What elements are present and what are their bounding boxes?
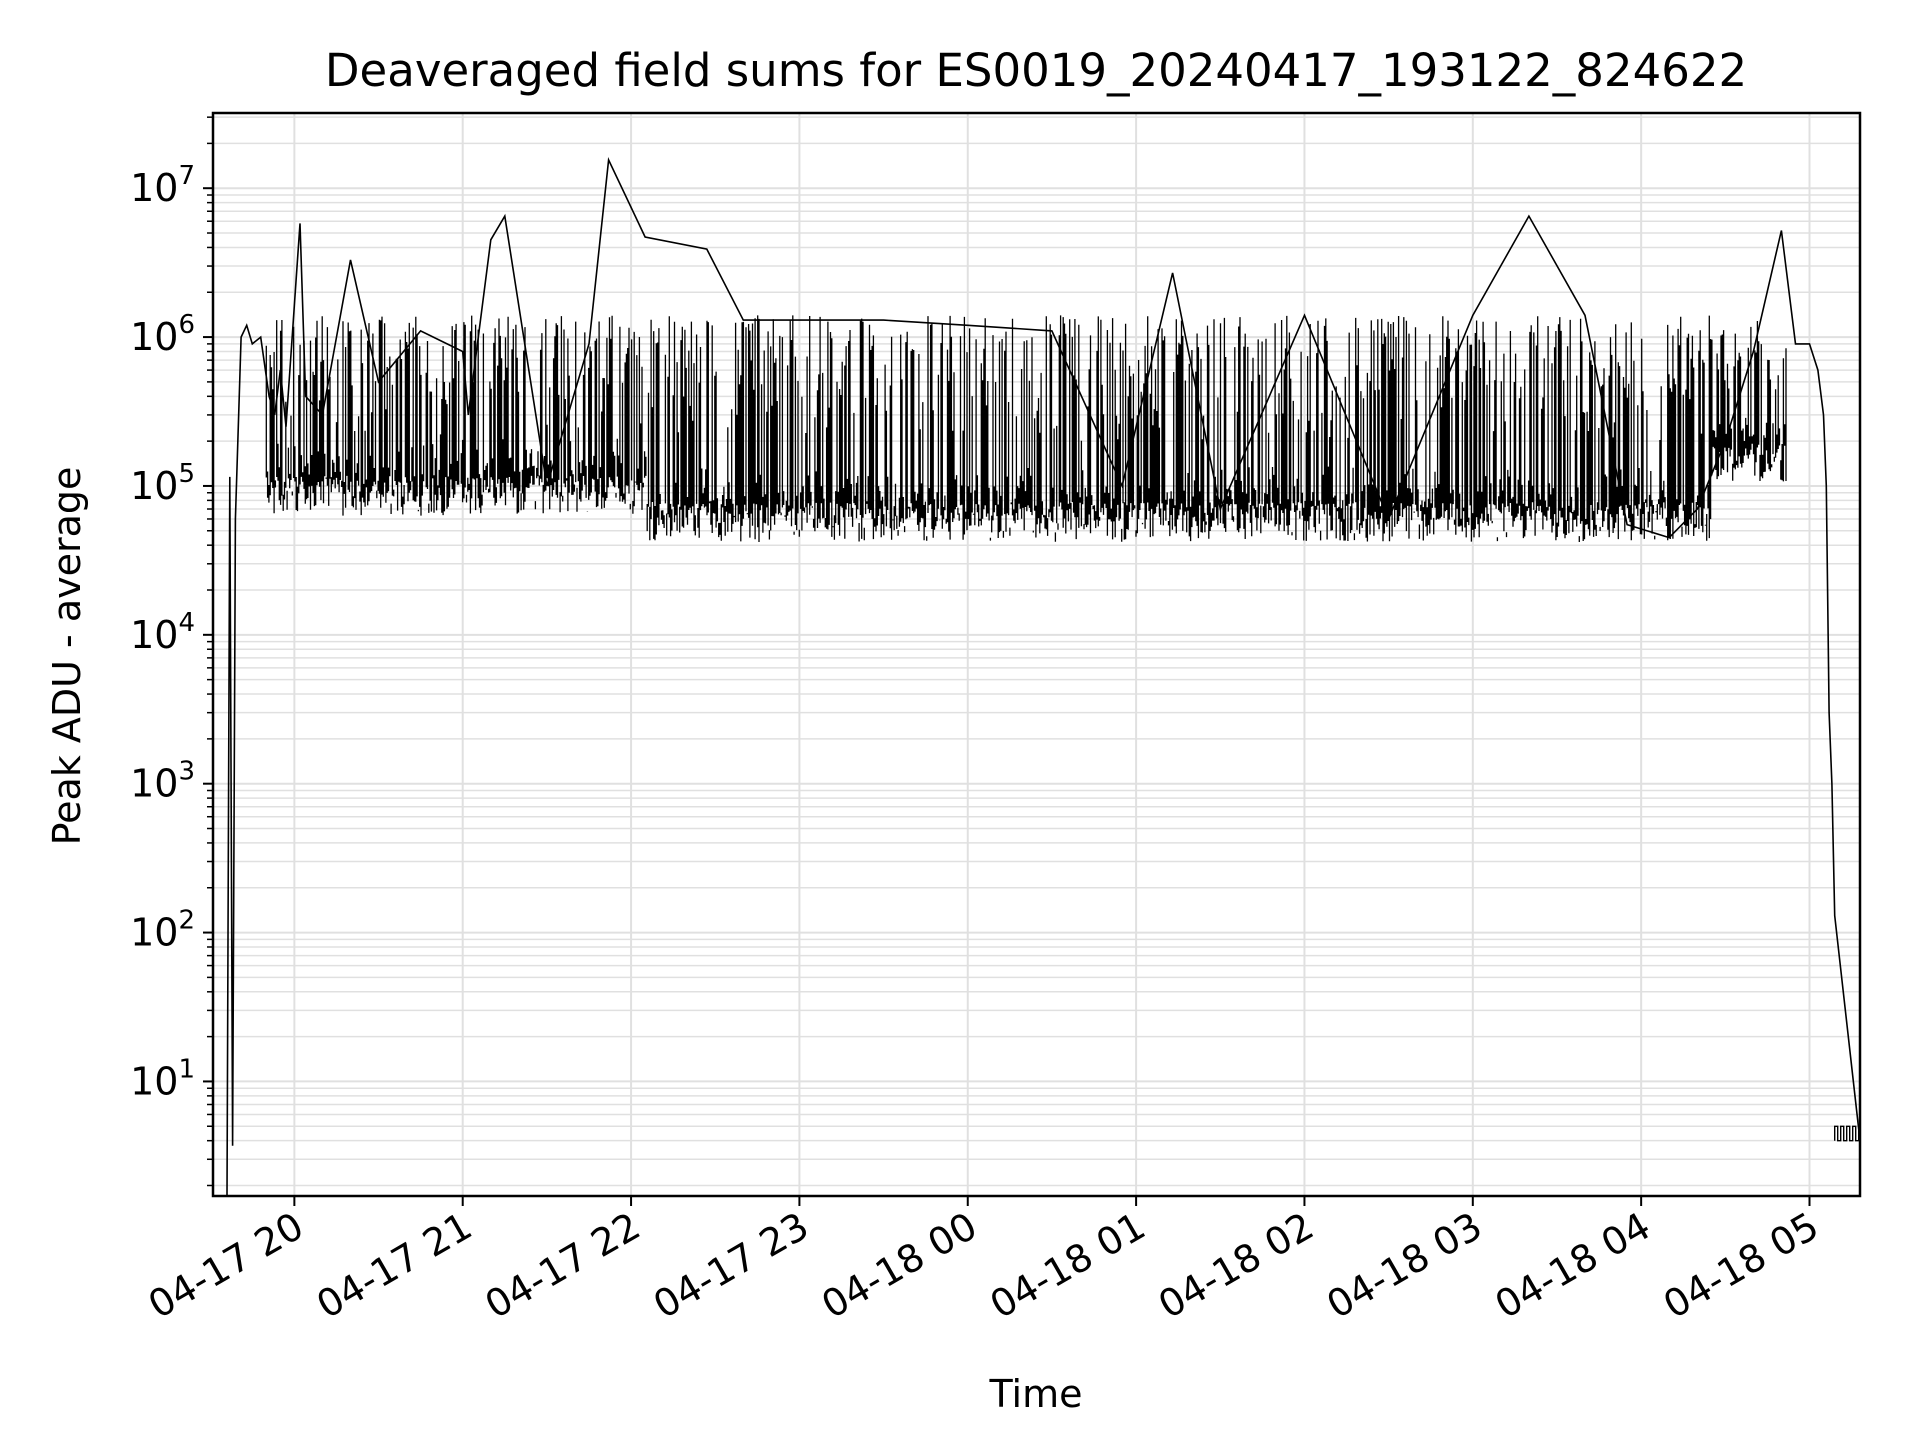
y-tick-label: 104 [130,608,195,657]
y-tick-label: 102 [130,906,195,955]
y-tick-label: 103 [130,757,195,806]
data-layer [226,156,1860,1196]
grid-layer [213,113,1860,1196]
series-noise [265,315,1787,542]
y-tick-label: 106 [130,310,195,359]
plot-frame [211,111,1862,1198]
y-axis-label: Peak ADU - average [45,467,89,846]
x-axis-label: Time [989,1372,1083,1416]
y-tick-label: 105 [130,459,195,508]
y-tick-label: 107 [130,161,195,210]
series-tail [1834,1125,1860,1142]
y-tick-label: 101 [130,1054,195,1103]
chart-title: Deaveraged field sums for ES0019_2024041… [325,44,1747,97]
